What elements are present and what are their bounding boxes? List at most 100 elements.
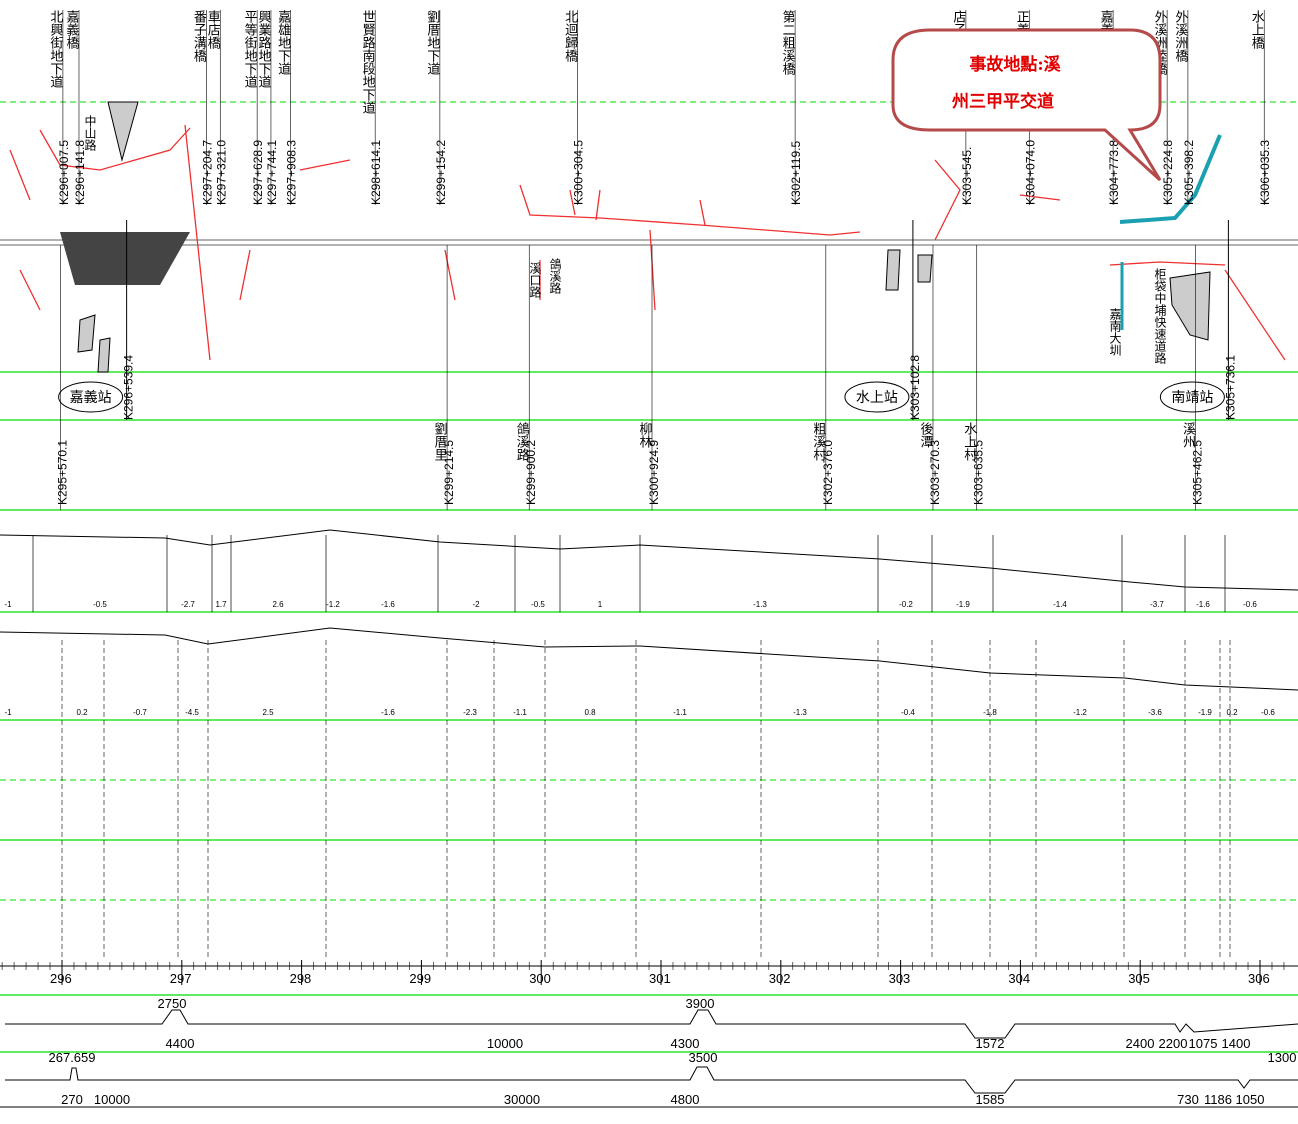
roads bbox=[9, 124, 1286, 361]
grade-value: -1.2 bbox=[326, 600, 340, 609]
grade-value: -1 bbox=[4, 600, 12, 609]
structure-km: K296+141.8 bbox=[73, 140, 87, 205]
grade-value: -4.5 bbox=[185, 708, 199, 717]
structure-km: K297+321.0 bbox=[214, 140, 228, 205]
crossing-name: 粗溪村 bbox=[810, 422, 826, 461]
km-label: 301 bbox=[649, 971, 671, 986]
grade-value: -0.6 bbox=[1261, 708, 1275, 717]
km-label: 303 bbox=[889, 971, 911, 986]
grade-value: -0.7 bbox=[133, 708, 147, 717]
grade-value: -1.3 bbox=[753, 600, 767, 609]
station-name: 水上站 bbox=[856, 390, 898, 406]
crossing-name: 後潭 bbox=[917, 422, 933, 448]
station-oval bbox=[1159, 381, 1225, 413]
structure-km: K306+035.3 bbox=[1258, 140, 1272, 205]
building bbox=[77, 249, 1211, 373]
curve-value: 1186 bbox=[1204, 1092, 1232, 1107]
curve-value: 4300 bbox=[671, 1036, 700, 1051]
curve-value: 1050 bbox=[1236, 1092, 1265, 1107]
curve-value: 2750 bbox=[158, 996, 187, 1011]
curve-value: 2200 bbox=[1159, 1036, 1188, 1051]
crossing-name: 劉厝里 bbox=[432, 422, 448, 461]
structure-name: 番子溝橋 bbox=[191, 10, 207, 63]
grade-value: -1.4 bbox=[1053, 600, 1067, 609]
curve-value: 1585 bbox=[976, 1092, 1005, 1107]
grade-value: -1.6 bbox=[1196, 600, 1210, 609]
grade-value: -1.8 bbox=[983, 708, 997, 717]
km-label: 297 bbox=[170, 971, 192, 986]
map-label: 鴿溪路 bbox=[548, 258, 562, 295]
vertical-curve-diagram bbox=[5, 1066, 1298, 1094]
grade-value: -1.6 bbox=[381, 600, 395, 609]
crossing-name: 溪州 bbox=[1180, 422, 1196, 448]
plaza bbox=[107, 101, 139, 162]
grade-value: 0.2 bbox=[1226, 708, 1238, 717]
structure-km: K302+119.5 bbox=[789, 141, 803, 205]
map-label: 柜袋中埔快速道路 bbox=[1153, 268, 1167, 365]
curve-value: 270 bbox=[61, 1092, 83, 1107]
curve-value: 1572 bbox=[976, 1036, 1005, 1051]
km-label: 298 bbox=[290, 971, 312, 986]
crossing-km: K302+376.0 bbox=[821, 440, 835, 505]
structure-km: K304+074.0 bbox=[1023, 140, 1037, 205]
curve-value: 3900 bbox=[686, 996, 715, 1011]
map-label: 溪口路 bbox=[528, 262, 542, 299]
km-label: 299 bbox=[409, 971, 431, 986]
station-name: 嘉義站 bbox=[70, 389, 112, 406]
station-oval bbox=[844, 381, 910, 413]
grade-value: -1.6 bbox=[381, 708, 395, 717]
crossing-km: K300+924.9 bbox=[647, 440, 661, 505]
station-oval bbox=[58, 381, 124, 413]
callout-text: 事故地點:溪 bbox=[969, 54, 1061, 75]
km-label: 306 bbox=[1248, 971, 1270, 986]
curve-value: 1300 bbox=[1268, 1050, 1297, 1065]
grade-value: -1 bbox=[4, 708, 12, 717]
grade-value: -0.2 bbox=[899, 600, 913, 609]
km-label: 300 bbox=[529, 971, 551, 986]
grade-value: -2.3 bbox=[463, 708, 477, 717]
structure-km: K299+154.2 bbox=[434, 140, 448, 205]
structure-km: K297+744.1 bbox=[265, 140, 279, 205]
curve-diagram bbox=[5, 1009, 1298, 1039]
grade-value: -1.2 bbox=[1073, 708, 1087, 717]
crossing-name: 柳林 bbox=[637, 422, 653, 448]
structure-km: K304+773.8 bbox=[1107, 140, 1121, 205]
grade-value: 2.6 bbox=[272, 600, 284, 609]
grade-value: -1.3 bbox=[793, 708, 807, 717]
structure-km: K296+007.5 bbox=[57, 140, 71, 205]
curve-value: 1400 bbox=[1222, 1036, 1251, 1051]
grade-value: -0.4 bbox=[901, 708, 915, 717]
grade-value: 2.5 bbox=[262, 708, 274, 717]
curve-value: 4400 bbox=[166, 1036, 195, 1051]
station-km: K305+736.1 bbox=[1223, 355, 1237, 420]
grade-value: -2.7 bbox=[181, 600, 195, 609]
structure-km: K303+545. bbox=[960, 147, 974, 205]
structure-name: 平等街地下道 bbox=[242, 10, 257, 88]
crossing-km: K305+462.5 bbox=[1191, 440, 1205, 505]
overpass bbox=[1119, 134, 1222, 224]
callout-text: 州三甲平交道 bbox=[951, 91, 1054, 112]
structure-km: K297+204.7 bbox=[200, 140, 214, 205]
curve-value: 3500 bbox=[689, 1050, 718, 1065]
structure-km: K297+628.9 bbox=[251, 140, 265, 205]
crossing-km: K295+570.1 bbox=[55, 440, 69, 505]
curve-value: 10000 bbox=[487, 1036, 523, 1051]
structure-name: 嘉雄地下道 bbox=[275, 10, 291, 75]
curve-value: 730 bbox=[1177, 1092, 1199, 1107]
grade-value: -0.5 bbox=[93, 600, 107, 609]
grade-value: -1.9 bbox=[956, 600, 970, 609]
station-km: K296+539.4 bbox=[122, 355, 136, 420]
curve-value: 1075 bbox=[1189, 1036, 1218, 1051]
structure-km: K305+224.8 bbox=[1161, 140, 1175, 205]
structure-name: 北興街地下道 bbox=[47, 10, 63, 88]
crossing-km: K299+900.2 bbox=[524, 440, 538, 505]
rail-profile bbox=[0, 529, 1298, 591]
structure-name: 車店橋 bbox=[205, 10, 221, 50]
grade-value: 1 bbox=[598, 600, 603, 609]
crossing-km: K303+635.5 bbox=[972, 440, 986, 505]
grade-value: -0.6 bbox=[1243, 600, 1257, 609]
curve-value: 4800 bbox=[671, 1092, 700, 1107]
callout-box bbox=[891, 28, 1162, 182]
structure-name: 外溪洲橋 bbox=[1172, 10, 1188, 63]
grade-value: 1.7 bbox=[215, 600, 227, 609]
